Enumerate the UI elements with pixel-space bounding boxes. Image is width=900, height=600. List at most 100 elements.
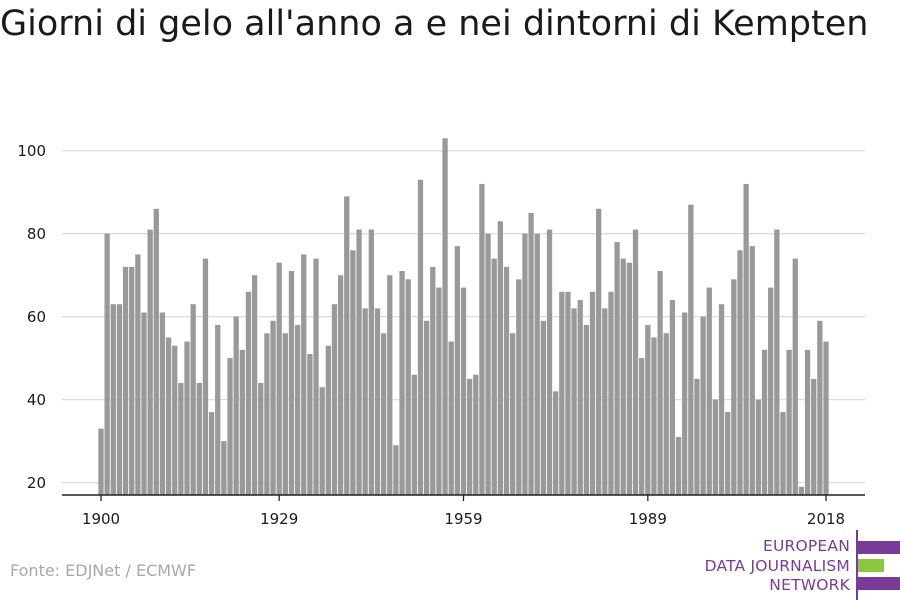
bar-1948 bbox=[393, 445, 399, 495]
bar-1909 bbox=[153, 208, 159, 495]
logo-bar-green bbox=[858, 559, 884, 572]
bar-1999 bbox=[706, 287, 712, 495]
bar-1911 bbox=[165, 337, 172, 495]
bar-1991 bbox=[657, 271, 663, 495]
x-tick-label: 1989 bbox=[629, 510, 667, 528]
bar-1951 bbox=[411, 374, 417, 495]
bar-2010 bbox=[774, 229, 780, 496]
bar-1924 bbox=[245, 291, 252, 495]
bar-1955 bbox=[436, 287, 442, 495]
logo-line-data-journalism: DATA JOURNALISM bbox=[704, 557, 850, 575]
bar-1974 bbox=[553, 391, 559, 495]
bar-1940 bbox=[344, 196, 350, 496]
bar-1960 bbox=[467, 378, 473, 495]
bar-1980 bbox=[589, 291, 596, 495]
bar-1965 bbox=[497, 221, 503, 495]
bar-1905 bbox=[129, 266, 135, 496]
bar-1916 bbox=[196, 383, 202, 495]
bar-1945 bbox=[374, 308, 381, 495]
bar-1981 bbox=[596, 208, 602, 495]
bar-2018 bbox=[823, 341, 829, 495]
bar-2015 bbox=[804, 349, 811, 495]
bar-1914 bbox=[184, 341, 190, 495]
y-tick-label: 20 bbox=[27, 474, 46, 492]
y-axis-ticks: 20 40 60 80 100 bbox=[17, 142, 46, 492]
bar-1998 bbox=[700, 316, 706, 495]
bar-1956 bbox=[442, 138, 448, 496]
bar-1989 bbox=[645, 324, 651, 495]
bar-2002 bbox=[725, 412, 731, 495]
bar-1983 bbox=[608, 291, 614, 495]
bar-1941 bbox=[350, 250, 356, 495]
bar-2001 bbox=[718, 304, 725, 495]
bar-1917 bbox=[202, 258, 209, 495]
bar-1997 bbox=[694, 378, 700, 495]
bar-1926 bbox=[258, 383, 264, 495]
bar-2000 bbox=[712, 399, 719, 495]
bar-2017 bbox=[817, 320, 823, 495]
bar-1987 bbox=[632, 229, 639, 496]
bar-1936 bbox=[319, 387, 325, 495]
bar-1944 bbox=[368, 229, 374, 496]
bar-1933 bbox=[301, 254, 307, 495]
bar-1949 bbox=[399, 271, 405, 495]
bar-2006 bbox=[749, 246, 755, 495]
bar-1907 bbox=[141, 312, 147, 495]
bar-1929 bbox=[276, 262, 282, 495]
bar-1910 bbox=[159, 312, 166, 495]
bar-1939 bbox=[337, 275, 344, 495]
bar-2009 bbox=[768, 287, 774, 495]
bar-1943 bbox=[362, 308, 368, 495]
chart-title: Giorni di gelo all'anno a e nei dintorni… bbox=[0, 4, 869, 44]
bar-1934 bbox=[307, 353, 313, 495]
bar-1958 bbox=[454, 246, 460, 495]
y-tick-label: 100 bbox=[17, 142, 46, 160]
bar-1952 bbox=[417, 179, 424, 495]
bar-1938 bbox=[331, 304, 338, 495]
bar-1995 bbox=[682, 312, 688, 495]
bar-1937 bbox=[325, 345, 331, 495]
source-note: Fonte: EDJNet / ECMWF bbox=[10, 561, 197, 580]
y-tick-label: 60 bbox=[27, 308, 46, 326]
bar-1967 bbox=[510, 333, 516, 495]
bar-1923 bbox=[239, 349, 245, 495]
bar-1976 bbox=[565, 291, 571, 495]
bar-1915 bbox=[190, 304, 196, 495]
bar-1963 bbox=[485, 233, 491, 495]
bar-1904 bbox=[122, 266, 129, 496]
bar-1962 bbox=[479, 183, 485, 496]
bar-1973 bbox=[546, 229, 553, 496]
bar-1946 bbox=[380, 333, 387, 495]
bar-1964 bbox=[491, 258, 497, 495]
bar-1985 bbox=[620, 258, 626, 495]
bar-1977 bbox=[571, 308, 577, 495]
bar-2011 bbox=[780, 412, 786, 495]
bar-1950 bbox=[405, 279, 411, 495]
bar-1900 bbox=[98, 428, 104, 495]
bar-1982 bbox=[602, 308, 608, 495]
bar-1927 bbox=[264, 333, 270, 495]
logo-line-european: EUROPEAN bbox=[762, 537, 850, 555]
bar-1918 bbox=[208, 412, 215, 495]
y-tick-label: 40 bbox=[27, 391, 46, 409]
logo-divider bbox=[856, 530, 858, 600]
bar-1928 bbox=[270, 320, 276, 495]
bar-1908 bbox=[147, 229, 153, 496]
x-tick-label: 1959 bbox=[444, 510, 482, 528]
bar-1930 bbox=[282, 333, 288, 495]
x-tick-label: 1900 bbox=[82, 510, 120, 528]
bar-1920 bbox=[221, 441, 227, 495]
bar-2004 bbox=[737, 250, 743, 495]
bar-1906 bbox=[135, 254, 141, 495]
bar-2003 bbox=[731, 279, 737, 495]
bar-1921 bbox=[227, 358, 233, 496]
bar-1912 bbox=[172, 345, 178, 495]
bar-2016 bbox=[811, 378, 817, 495]
bar-1935 bbox=[313, 258, 319, 495]
y-tick-label: 80 bbox=[27, 225, 46, 243]
bar-1994 bbox=[675, 436, 682, 495]
bar-1979 bbox=[583, 324, 590, 495]
bar-1968 bbox=[516, 279, 522, 495]
bar-1978 bbox=[577, 300, 583, 495]
bar-1970 bbox=[528, 212, 534, 495]
